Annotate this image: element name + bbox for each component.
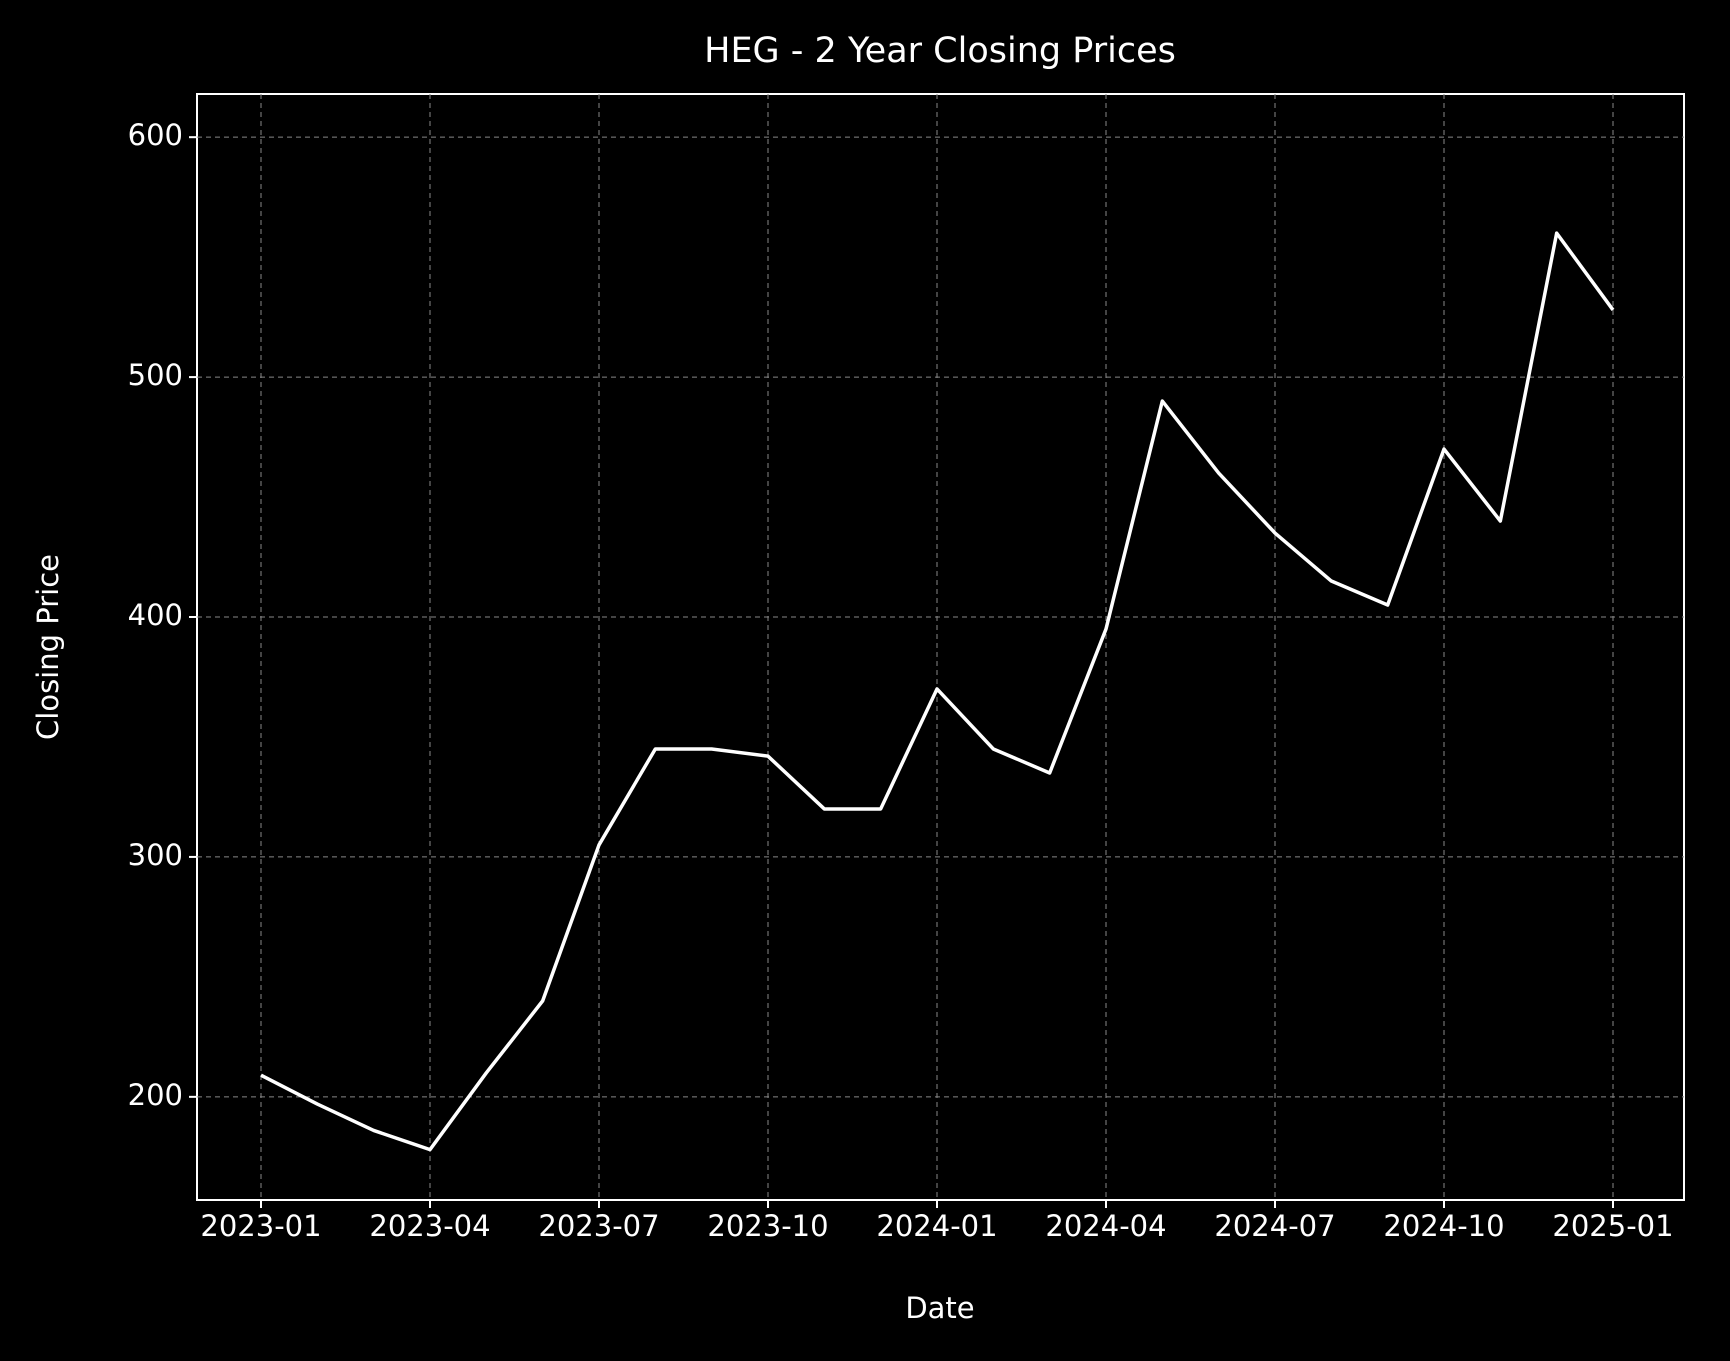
x-tick-label: 2024-04 [1045, 1209, 1166, 1243]
chart-title: HEG - 2 Year Closing Prices [704, 31, 1176, 71]
y-tick-label: 600 [128, 118, 183, 152]
y-axis-label: Closing Price [31, 554, 65, 740]
x-tick-label: 2025-01 [1552, 1209, 1673, 1243]
y-tick-label: 200 [128, 1078, 183, 1112]
x-tick-label: 2023-01 [200, 1209, 321, 1243]
x-tick-label: 2024-07 [1214, 1209, 1335, 1243]
x-tick-label: 2024-01 [876, 1209, 997, 1243]
x-tick-label: 2024-10 [1383, 1209, 1504, 1243]
plot-frame [196, 93, 1685, 1201]
x-tick-label: 2023-10 [707, 1209, 828, 1243]
x-tick-label: 2023-04 [369, 1209, 490, 1243]
y-tick-label: 400 [128, 598, 183, 632]
x-tick-label: 2023-07 [538, 1209, 659, 1243]
x-axis-label: Date [905, 1291, 974, 1325]
y-tick-label: 500 [128, 358, 183, 392]
y-tick-label: 300 [128, 838, 183, 872]
price-line [260, 231, 1615, 1152]
